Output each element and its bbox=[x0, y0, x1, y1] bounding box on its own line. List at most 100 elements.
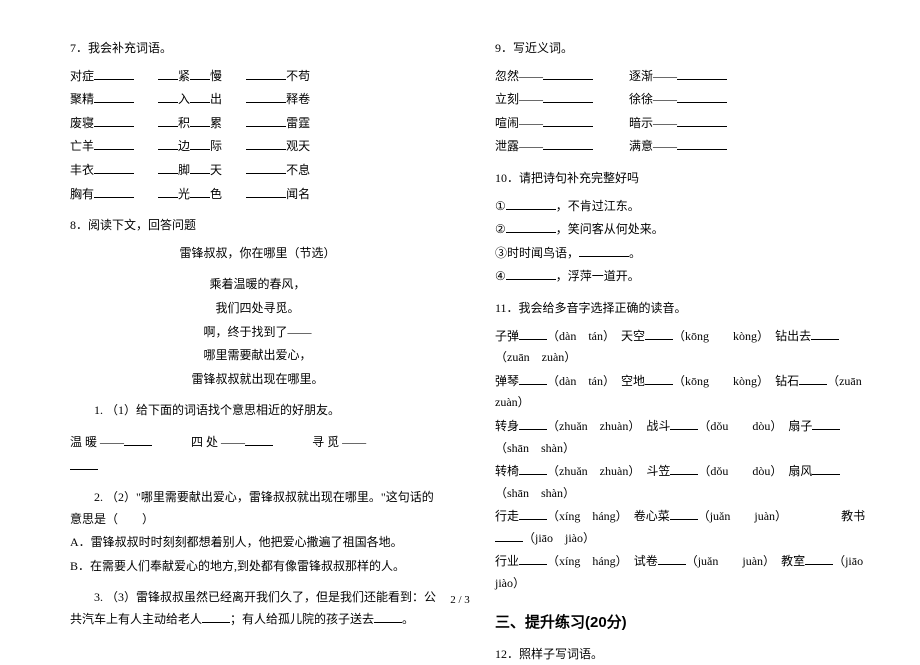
poem-line: 乘着温暖的春风， bbox=[70, 274, 445, 296]
t: （shān shàn） bbox=[495, 486, 575, 500]
t: 行业 bbox=[495, 554, 519, 568]
q7-t: 入 bbox=[178, 92, 190, 106]
sep: —— bbox=[100, 435, 124, 449]
t: 钻石 bbox=[775, 374, 799, 388]
w: 四 处 bbox=[191, 435, 218, 449]
q7-t: 观天 bbox=[286, 139, 310, 153]
t: （dǒu dòu） bbox=[698, 419, 776, 433]
t: 扇子 bbox=[788, 419, 812, 433]
q8-sub3: 3. （3）雷锋叔叔虽然已经离开我们久了，但是我们还能看到：公共汽车上有人主动给… bbox=[70, 587, 445, 630]
t: （dǒu dòu） bbox=[698, 464, 776, 478]
q10-row: ①，不肯过江东。 bbox=[495, 196, 870, 218]
q7-row: 亡羊 边 际 观天 bbox=[70, 136, 445, 158]
t: 扇风 bbox=[788, 464, 812, 478]
q7-title: 7．我会补充词语。 bbox=[70, 38, 445, 60]
q7-t: 际 bbox=[210, 139, 222, 153]
q7-t: 闻名 bbox=[286, 187, 310, 201]
q7-t: 光 bbox=[178, 187, 190, 201]
q10-row: ④ ，浮萍一道开。 bbox=[495, 266, 870, 288]
q8-sub1-words: 温 暖 —— 四 处 —— 寻 觅 —— bbox=[70, 432, 445, 454]
q7-t: 累 bbox=[210, 116, 222, 130]
t: （jiāo jiào） bbox=[523, 531, 595, 545]
t: （juǎn juàn） bbox=[698, 509, 781, 523]
t: 行走 bbox=[495, 509, 519, 523]
q8-sub1-tail bbox=[70, 456, 445, 478]
w: 寻 觅 bbox=[312, 435, 339, 449]
t: 转椅 bbox=[495, 464, 519, 478]
q7-t: 对症 bbox=[70, 69, 94, 83]
q11-row: 转椅 （zhuǎn zhuàn） 斗笠 （dǒu dòu） 扇风 （shān shàn… bbox=[495, 461, 870, 504]
t: ，浮萍一道开。 bbox=[556, 269, 640, 283]
q7-t: 胸有 bbox=[70, 187, 94, 201]
t: 空地 bbox=[621, 374, 645, 388]
q7-row: 丰衣 脚天 不息 bbox=[70, 160, 445, 182]
t: （dàn tán） bbox=[547, 374, 609, 388]
t: ③时时闻鸟语， bbox=[495, 246, 579, 260]
q7-row: 胸有 光 色 闻名 bbox=[70, 184, 445, 206]
t: 天空 bbox=[621, 329, 645, 343]
t: （dàn tán） bbox=[547, 329, 609, 343]
sep: —— bbox=[221, 435, 245, 449]
q7-t: 聚精 bbox=[70, 92, 94, 106]
q7-t: 脚 bbox=[178, 163, 190, 177]
poem-line: 啊，终于找到了—— bbox=[70, 322, 445, 344]
t: （xíng háng） bbox=[547, 554, 622, 568]
q7-t: 色 bbox=[210, 187, 222, 201]
q7-t: 边 bbox=[178, 139, 190, 153]
t: 教书 bbox=[793, 509, 865, 523]
q12-title: 12．照样子写词语。 bbox=[495, 644, 870, 665]
t: ；有人给孤儿院的孩子送去 bbox=[230, 612, 374, 626]
q8-sub2-label: 2. （2）"哪里需要献出爱心，雷锋叔叔就出现在哪里。"这句话的意思是（ ） bbox=[70, 487, 445, 530]
q8-subtitle: 雷锋叔叔，你在哪里（节选） bbox=[70, 243, 445, 265]
t: 子弹 bbox=[495, 329, 519, 343]
t: 转身 bbox=[495, 419, 519, 433]
t: 喧闹—— bbox=[495, 116, 543, 130]
q7-t: 积 bbox=[178, 116, 190, 130]
t: 弹琴 bbox=[495, 374, 519, 388]
q11-row: 行走（xíng háng） 卷心菜（juǎn juàn） 教书（jiāo jià… bbox=[495, 506, 870, 549]
q9-row: 忽然—— 逐渐—— bbox=[495, 66, 870, 88]
q9-row: 立刻—— 徐徐—— bbox=[495, 89, 870, 111]
t: ，不肯过江东。 bbox=[556, 199, 640, 213]
q7-body: 对症 紧慢 不苟 聚精 入出 释卷 废寝 积累 雷霆 亡羊 边际 观天 丰衣 脚… bbox=[70, 66, 445, 206]
q7-row: 废寝 积 累 雷霆 bbox=[70, 113, 445, 135]
w: 温 暖 bbox=[70, 435, 97, 449]
t: 满意—— bbox=[629, 139, 677, 153]
section3-title: 三、提升练习(20分) bbox=[495, 609, 870, 636]
q8-sub1-label: 1. （1）给下面的词语找个意思相近的好朋友。 bbox=[70, 400, 445, 422]
q7-t: 废寝 bbox=[70, 116, 94, 130]
t: （zhuǎn zhuàn） bbox=[547, 419, 634, 433]
q11-row: 行业（xíng háng） 试卷（juǎn juàn） 教室（jiāo jiào… bbox=[495, 551, 870, 594]
q11-body: 子弹（dàn tán） 天空（kōng kòng） 钻出去（zuān zuàn）… bbox=[495, 326, 870, 595]
t: 斗笠 bbox=[646, 464, 670, 478]
q7-row: 聚精 入出 释卷 bbox=[70, 89, 445, 111]
column-right: 9．写近义词。 忽然—— 逐渐—— 立刻—— 徐徐—— 喧闹—— 暗示—— 泄露… bbox=[495, 30, 870, 580]
q10-row: ③时时闻鸟语，。 bbox=[495, 243, 870, 265]
q7-t: 出 bbox=[210, 92, 222, 106]
q7-t: 不苟 bbox=[286, 69, 310, 83]
q9-body: 忽然—— 逐渐—— 立刻—— 徐徐—— 喧闹—— 暗示—— 泄露—— 满意—— bbox=[495, 66, 870, 158]
q11-row: 转身（zhuǎn zhuàn） 战斗（dǒu dòu） 扇子（shān shàn… bbox=[495, 416, 870, 459]
sep: —— bbox=[342, 435, 366, 449]
t: ，笑问客从何处来。 bbox=[556, 222, 664, 236]
q8-sub2-opt: A．雷锋叔叔时时刻刻都想着别人，他把爱心撒遍了祖国各地。 bbox=[70, 532, 445, 554]
q7-t: 不息 bbox=[286, 163, 310, 177]
q11-row: 弹琴（dàn tán） 空地（kōng kòng） 钻石（zuān zuàn） bbox=[495, 371, 870, 414]
q9-row: 喧闹—— 暗示—— bbox=[495, 113, 870, 135]
t: 试卷 bbox=[634, 554, 658, 568]
t: ④ bbox=[495, 269, 506, 283]
q7-t: 雷霆 bbox=[286, 116, 310, 130]
t: ② bbox=[495, 222, 506, 236]
q7-t: 慢 bbox=[210, 69, 222, 83]
t: （juǎn juàn） bbox=[686, 554, 769, 568]
q9-title: 9．写近义词。 bbox=[495, 38, 870, 60]
poem-line: 我们四处寻觅。 bbox=[70, 298, 445, 320]
t: （shān shàn） bbox=[495, 441, 575, 455]
t: 泄露—— bbox=[495, 139, 543, 153]
q7-t: 亡羊 bbox=[70, 139, 94, 153]
t: （zhuǎn zhuàn） bbox=[547, 464, 634, 478]
t: 逐渐—— bbox=[629, 69, 677, 83]
column-left: 7．我会补充词语。 对症 紧慢 不苟 聚精 入出 释卷 废寝 积累 雷霆 亡羊 … bbox=[70, 30, 445, 580]
t: （zuān zuàn） bbox=[495, 350, 576, 364]
q7-row: 对症 紧慢 不苟 bbox=[70, 66, 445, 88]
